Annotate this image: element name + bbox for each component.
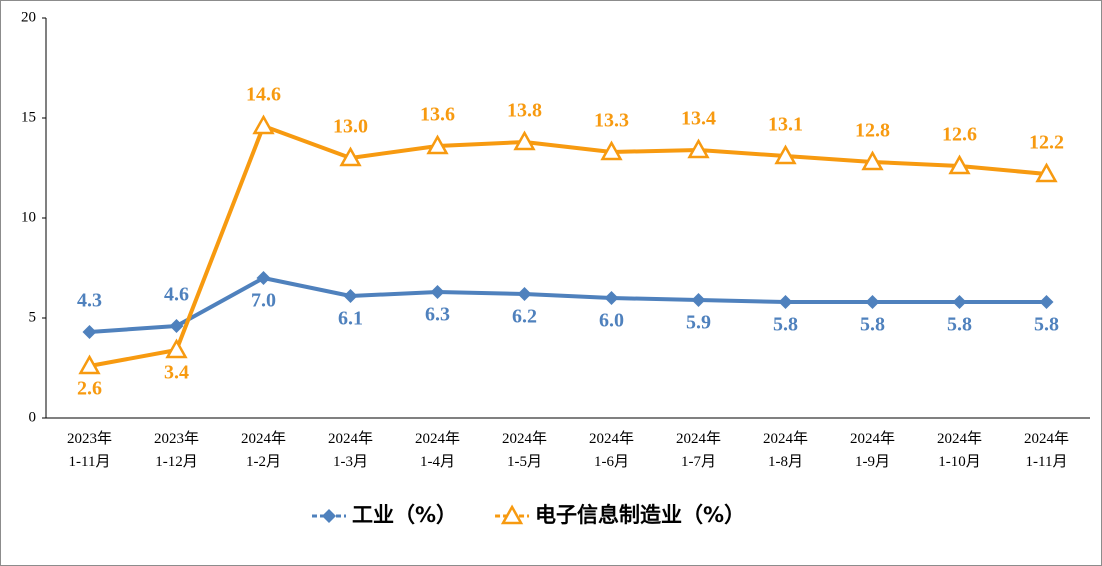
x-tick-label: 2024年 1-7月 [676, 430, 721, 470]
x-tick-line: 1-2月 [246, 454, 281, 470]
value-label: 13.0 [333, 116, 368, 138]
value-label: 12.8 [855, 120, 890, 142]
x-tick-line: 2024年 [241, 430, 286, 447]
marker-diamond [691, 293, 706, 307]
marker-diamond [169, 319, 184, 333]
x-tick-label: 2024年 1-11月 [1024, 430, 1069, 470]
x-tick-line: 1-11月 [69, 454, 111, 470]
x-tick-line: 1-6月 [594, 454, 629, 470]
x-tick-label: 2024年 1-10月 [937, 430, 982, 470]
x-tick-line: 1-10月 [938, 454, 981, 470]
x-tick-label: 2024年 1-2月 [241, 430, 286, 470]
x-tick-line: 2024年 [937, 430, 982, 447]
x-tick-line: 1-5月 [507, 454, 542, 470]
y-tick-label: 15 [21, 109, 36, 125]
value-label: 2.6 [77, 378, 102, 400]
value-label: 13.8 [507, 100, 542, 122]
value-label: 6.3 [425, 304, 450, 326]
x-tick-line: 2024年 [589, 430, 634, 447]
value-label: 4.3 [77, 290, 102, 312]
x-tick-label: 2024年 1-4月 [415, 430, 460, 470]
x-tick-line: 2023年 [67, 430, 112, 447]
x-tick-line: 1-3月 [333, 454, 368, 470]
y-tick-label: 5 [29, 309, 37, 325]
value-label: 5.8 [860, 314, 885, 336]
x-tick-label: 2023年 1-12月 [154, 430, 199, 470]
legend-marker [322, 509, 336, 523]
value-label: 6.1 [338, 308, 363, 330]
marker-diamond [82, 325, 97, 339]
value-label: 5.8 [1034, 314, 1059, 336]
marker-triangle [1035, 162, 1058, 183]
value-label: 13.6 [420, 104, 455, 126]
x-tick-label: 2024年 1-5月 [502, 430, 547, 470]
marker-triangle [687, 138, 710, 159]
value-label: 5.8 [773, 314, 798, 336]
x-tick-line: 2024年 [850, 430, 895, 447]
x-tick-label: 2024年 1-9月 [850, 430, 895, 470]
x-tick-label: 2024年 1-8月 [763, 430, 808, 470]
x-tick-line: 1-12月 [155, 454, 198, 470]
x-tick-line: 2024年 [676, 430, 721, 447]
value-label: 13.4 [681, 108, 716, 130]
x-tick-line: 2023年 [154, 430, 199, 447]
x-tick-line: 1-4月 [420, 454, 455, 470]
value-label: 4.6 [164, 284, 189, 306]
value-label: 12.2 [1029, 132, 1064, 154]
value-label: 5.8 [947, 314, 972, 336]
x-tick-line: 1-7月 [681, 454, 716, 470]
series-line [89, 124, 1047, 368]
x-tick-line: 2024年 [1024, 430, 1069, 447]
marker-diamond [430, 285, 445, 299]
marker-triangle [78, 354, 101, 375]
x-tick-line: 1-8月 [768, 454, 803, 470]
x-tick-label: 2024年 1-3月 [328, 430, 373, 470]
marker-triangle [774, 144, 797, 165]
legend-label: 工业（%） [352, 503, 457, 527]
marker-triangle [339, 146, 362, 167]
marker-diamond [343, 289, 358, 303]
marker-diamond [865, 295, 880, 309]
y-tick-label: 0 [29, 409, 37, 425]
marker-diamond [517, 287, 532, 301]
marker-diamond [1039, 295, 1054, 309]
value-label: 7.0 [251, 290, 276, 312]
marker-triangle [948, 154, 971, 175]
marker-triangle [861, 150, 884, 171]
x-tick-line: 2024年 [328, 430, 373, 447]
marker-diamond [778, 295, 793, 309]
value-label: 6.2 [512, 306, 537, 328]
value-label: 13.1 [768, 114, 803, 136]
marker-triangle [513, 130, 536, 151]
legend-marker [500, 504, 524, 525]
x-tick-label: 2023年 1-11月 [67, 430, 112, 470]
x-tick-line: 2024年 [415, 430, 460, 447]
x-tick-line: 2024年 [763, 430, 808, 447]
value-label: 3.4 [164, 362, 189, 384]
marker-triangle [252, 114, 275, 135]
x-tick-label: 2024年 1-6月 [589, 430, 634, 470]
y-tick-label: 10 [21, 209, 36, 225]
marker-triangle [165, 338, 188, 359]
y-tick-label: 20 [21, 9, 36, 25]
value-label: 12.6 [942, 124, 977, 146]
value-label: 6.0 [599, 310, 624, 332]
marker-diamond [256, 271, 271, 285]
x-tick-line: 1-11月 [1026, 454, 1068, 470]
legend-label: 电子信息制造业（%） [535, 503, 745, 527]
marker-triangle [426, 134, 449, 155]
value-label: 14.6 [246, 84, 281, 106]
series-line [89, 276, 1047, 334]
x-tick-line: 2024年 [502, 430, 547, 447]
x-tick-line: 1-9月 [855, 454, 890, 470]
value-label: 5.9 [686, 312, 711, 334]
value-label: 13.3 [594, 110, 629, 132]
marker-triangle [600, 140, 623, 161]
marker-diamond [952, 295, 967, 309]
marker-diamond [604, 291, 619, 305]
